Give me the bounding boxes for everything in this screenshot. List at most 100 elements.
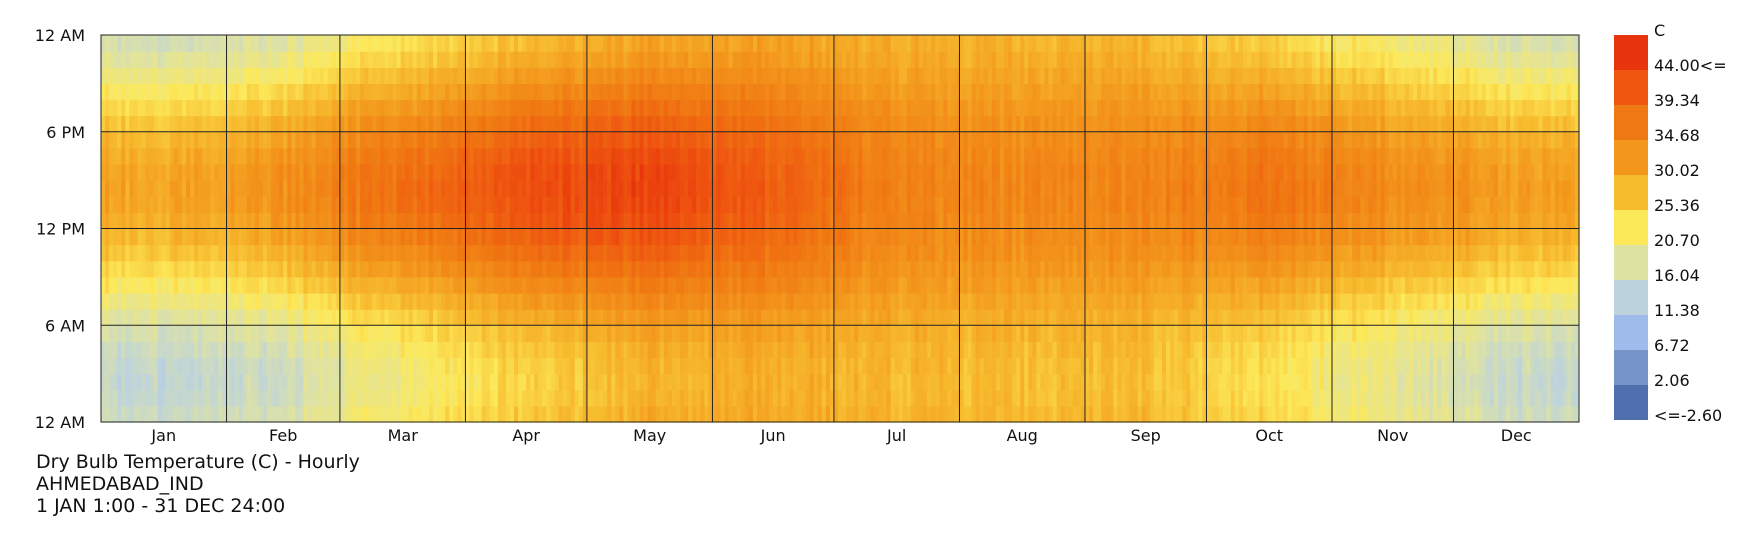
heat-cell (481, 212, 487, 230)
heat-cell (222, 67, 228, 84)
heat-cell (335, 196, 341, 213)
heat-cell (631, 164, 637, 181)
heat-cell (149, 35, 155, 52)
heat-cell (603, 228, 608, 246)
heat-cell (505, 196, 511, 213)
heat-cell (445, 83, 450, 101)
heat-cell (902, 115, 908, 133)
heat-cell (416, 147, 422, 165)
heat-cell (708, 325, 714, 342)
heat-cell (635, 405, 641, 423)
heat-cell (198, 405, 203, 423)
heat-cell (133, 276, 139, 294)
heat-cell (846, 180, 851, 197)
heat-cell (692, 405, 697, 423)
heat-cell (599, 373, 604, 391)
heat-cell (461, 115, 467, 133)
heat-cell (655, 67, 661, 84)
heat-cell (526, 276, 531, 294)
heat-cell (505, 357, 511, 375)
heat-cell (186, 83, 191, 101)
heat-cell (157, 35, 163, 52)
heat-cell (348, 325, 353, 342)
heat-cell (105, 164, 110, 181)
heat-cell (165, 180, 171, 197)
heat-cell (769, 357, 774, 375)
heat-cell (874, 99, 880, 117)
heat-cell (898, 389, 904, 407)
heat-cell (404, 244, 410, 262)
heat-cell (627, 35, 633, 52)
heat-cell (943, 405, 948, 423)
heat-cell (376, 341, 381, 359)
heat-cell (125, 405, 130, 423)
heat-cell (590, 67, 596, 84)
heat-cell (311, 164, 317, 181)
heat-cell (639, 196, 645, 213)
heat-cell (165, 164, 171, 181)
heat-cell (712, 212, 718, 230)
heat-cell (218, 196, 224, 213)
heat-cell (927, 180, 932, 197)
heat-cell (939, 147, 944, 165)
heat-cell (473, 276, 479, 294)
heat-cell (457, 115, 462, 133)
heat-cell (914, 99, 920, 117)
heat-cell (497, 67, 503, 84)
heat-cell (287, 180, 292, 197)
heat-cell (271, 341, 276, 359)
heat-cell (364, 325, 369, 342)
heat-cell (186, 357, 191, 375)
heat-cell (230, 341, 236, 359)
heat-cell (242, 389, 248, 407)
heat-cell (837, 389, 843, 407)
heat-cell (676, 180, 681, 197)
heat-cell (821, 147, 827, 165)
heat-cell (712, 325, 718, 342)
heat-cell (121, 35, 126, 52)
heat-cell (643, 341, 649, 359)
heat-cell (586, 276, 592, 294)
heat-cell (376, 405, 381, 423)
heat-cell (161, 212, 167, 230)
heat-cell (214, 35, 220, 52)
heat-cell (368, 389, 373, 407)
heat-cell (372, 405, 377, 423)
heat-cell (384, 99, 390, 117)
heat-cell (554, 83, 560, 101)
heat-cell (627, 99, 633, 117)
heat-cell (558, 115, 564, 133)
heat-cell (461, 244, 467, 262)
heat-cell (230, 325, 236, 342)
heat-cell (198, 147, 203, 165)
heat-cell (902, 309, 908, 326)
heat-cell (825, 325, 831, 342)
heat-cell (542, 196, 548, 213)
heat-cell (473, 405, 479, 423)
heat-cell (299, 276, 305, 294)
heat-cell (133, 115, 139, 133)
heat-cell (931, 276, 936, 294)
heat-cell (914, 293, 920, 310)
heat-cell (315, 212, 321, 230)
heat-cell (874, 373, 880, 391)
heat-cell (590, 260, 596, 278)
heat-cell (400, 293, 406, 310)
heat-cell (364, 405, 369, 423)
heat-cell (712, 115, 718, 133)
heat-cell (319, 83, 325, 101)
heat-cell (898, 99, 904, 117)
heat-cell (574, 260, 580, 278)
heat-cell (234, 325, 240, 342)
heat-cell (558, 389, 564, 407)
heat-cell (558, 405, 564, 423)
heat-cell (607, 293, 612, 310)
heat-cell (554, 147, 560, 165)
heat-cell (311, 357, 317, 375)
heat-cell (416, 341, 422, 359)
heat-cell (186, 309, 191, 326)
heat-cell (153, 147, 159, 165)
heat-cell (623, 309, 629, 326)
heat-cell (226, 67, 232, 84)
heat-cell (303, 99, 309, 117)
